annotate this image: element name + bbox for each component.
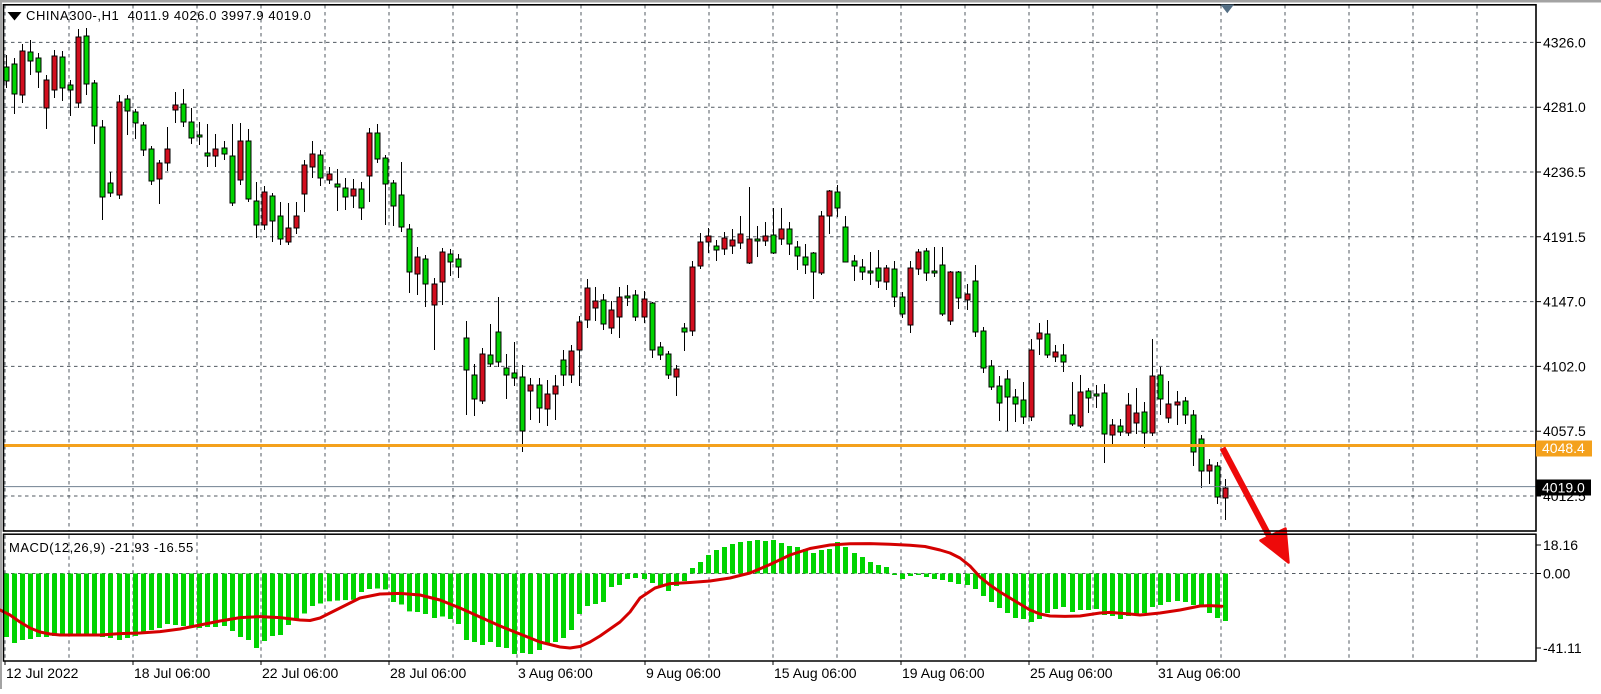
svg-text:25 Aug 06:00: 25 Aug 06:00	[1030, 665, 1113, 681]
svg-text:3 Aug 06:00: 3 Aug 06:00	[518, 665, 593, 681]
svg-text:9 Aug 06:00: 9 Aug 06:00	[646, 665, 721, 681]
svg-text:15 Aug 06:00: 15 Aug 06:00	[774, 665, 857, 681]
svg-text:4281.0: 4281.0	[1543, 99, 1586, 115]
svg-text:CHINA300-,H1 4011.9 4026.0 39: CHINA300-,H1 4011.9 4026.0 3997.9 4019.0	[26, 8, 311, 23]
svg-text:4057.5: 4057.5	[1543, 423, 1586, 439]
svg-text:18.16: 18.16	[1543, 537, 1578, 553]
svg-text:4048.4: 4048.4	[1542, 440, 1585, 456]
svg-text:4147.0: 4147.0	[1543, 294, 1586, 310]
svg-text:4326.0: 4326.0	[1543, 34, 1586, 50]
svg-text:4102.0: 4102.0	[1543, 358, 1586, 374]
svg-text:4236.5: 4236.5	[1543, 164, 1586, 180]
svg-text:12 Jul 2022: 12 Jul 2022	[6, 665, 79, 681]
svg-text:31 Aug 06:00: 31 Aug 06:00	[1158, 665, 1241, 681]
svg-text:4191.5: 4191.5	[1543, 229, 1586, 245]
svg-text:4019.0: 4019.0	[1542, 480, 1585, 496]
svg-text:22 Jul 06:00: 22 Jul 06:00	[262, 665, 338, 681]
svg-text:-41.11: -41.11	[1543, 640, 1582, 656]
svg-text:18 Jul 06:00: 18 Jul 06:00	[134, 665, 210, 681]
svg-text:0.00: 0.00	[1543, 566, 1570, 582]
svg-text:28 Jul 06:00: 28 Jul 06:00	[390, 665, 466, 681]
svg-text:19 Aug 06:00: 19 Aug 06:00	[902, 665, 985, 681]
svg-text:MACD(12,26,9) -21.93 -16.55: MACD(12,26,9) -21.93 -16.55	[9, 540, 194, 555]
